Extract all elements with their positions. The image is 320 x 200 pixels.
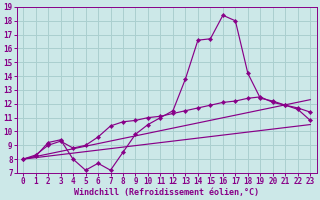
X-axis label: Windchill (Refroidissement éolien,°C): Windchill (Refroidissement éolien,°C) xyxy=(74,188,259,197)
